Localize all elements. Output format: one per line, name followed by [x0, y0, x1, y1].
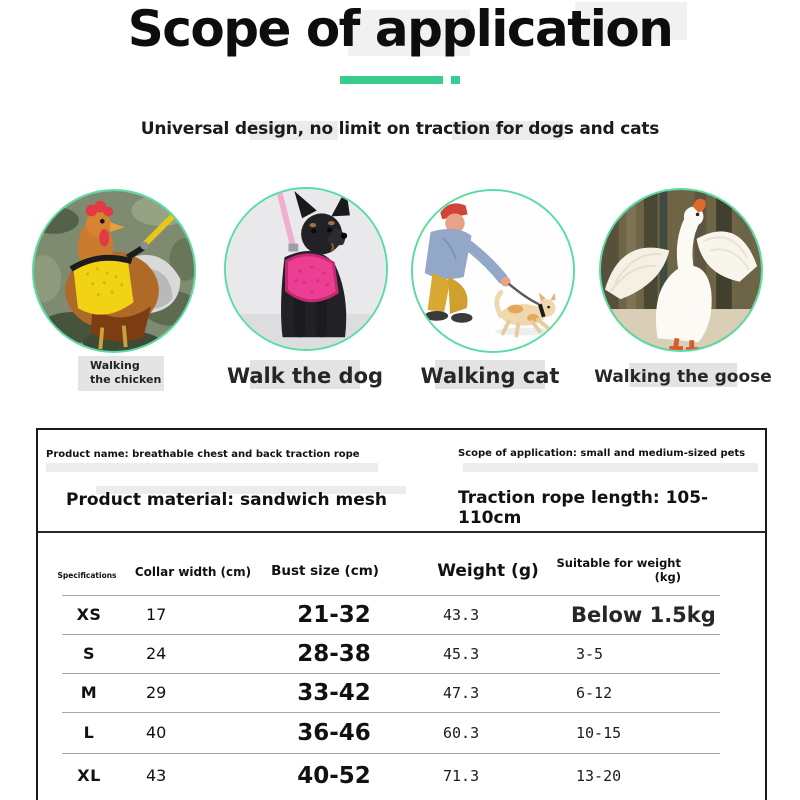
collar-cell: 29 [146, 683, 167, 702]
weight-cell: 60.3 [443, 723, 480, 742]
weight-cell: 47.3 [443, 683, 480, 702]
table-row-l: L 40 36-46 60.3 10-15 [38, 712, 765, 753]
col-header-collar-width: Collar width (cm) [134, 565, 252, 579]
size-cell: L [83, 723, 95, 742]
application-scope-text: Scope of application: small and medium-s… [458, 448, 746, 459]
col-header-weight: Weight (g) [437, 561, 539, 581]
section-divider-line [38, 531, 765, 533]
product-name-text: Product name: breathable chest and back … [46, 449, 360, 460]
table-row-s: S 24 28-38 45.3 3-5 [38, 634, 765, 673]
person-walking-cat-illustration [413, 191, 573, 351]
rope-length-text: Traction rope length: 105-110cm [458, 488, 709, 528]
bust-cell: 33-42 [297, 679, 371, 706]
bust-cell: 28-38 [297, 640, 371, 667]
collar-cell: 24 [146, 644, 167, 663]
size-cell: XS [76, 605, 102, 624]
suitable-weight-cell: 6-12 [576, 683, 613, 702]
info-highlight [96, 486, 406, 494]
col-header-suitable-weight: Suitable for weight (kg) [556, 556, 681, 585]
table-row-xl: XL 43 40-52 71.3 13-20 [38, 753, 765, 798]
gallery-label-cat: Walking cat [390, 364, 590, 388]
suitable-weight-cell: 13-20 [576, 766, 622, 785]
table-row-xs: XS 17 21-32 43.3 Below 1.5kg [38, 595, 765, 634]
title-divider-dot [451, 76, 460, 84]
collar-cell: 43 [146, 766, 167, 785]
row-divider [62, 753, 720, 754]
title-highlight [575, 2, 687, 40]
collar-cell: 40 [146, 723, 167, 742]
weight-cell: 43.3 [443, 605, 480, 624]
goose-spreading-wings-photo [601, 190, 761, 350]
row-divider [62, 634, 720, 635]
info-highlight [46, 463, 378, 472]
size-cell: XL [77, 766, 101, 785]
size-cell: M [80, 683, 98, 702]
size-cell: S [82, 644, 96, 663]
gallery-item-cat [411, 189, 575, 353]
gallery-item-goose [599, 188, 763, 352]
dog-in-pink-harness-photo [226, 189, 386, 349]
page-subtitle: Universal design, no limit on traction f… [140, 119, 660, 139]
bust-cell: 36-46 [297, 719, 371, 746]
row-divider [62, 595, 720, 596]
suitable-weight-cell: 10-15 [576, 723, 622, 742]
chicken-in-yellow-harness-photo [34, 191, 194, 351]
gallery-label-dog: Walk the dog [205, 364, 405, 388]
gallery-item-chicken [32, 189, 196, 353]
weight-cell: 71.3 [443, 766, 480, 785]
table-row-m: M 29 33-42 47.3 6-12 [38, 673, 765, 712]
col-header-specifications: Specifications [57, 571, 117, 580]
row-divider [62, 673, 720, 674]
suitable-weight-cell: Below 1.5kg [571, 602, 716, 627]
bust-cell: 40-52 [297, 762, 371, 789]
gallery-label-goose: Walking the goose [585, 367, 781, 387]
product-spec-table: Product name: breathable chest and back … [36, 428, 767, 800]
title-highlight [348, 10, 470, 56]
col-header-bust-size: Bust size (cm) [271, 563, 379, 579]
title-divider-bar [340, 76, 443, 84]
suitable-weight-cell: 3-5 [576, 644, 604, 663]
product-material-text: Product material: sandwich mesh [66, 490, 387, 510]
subtitle-highlight [452, 121, 564, 140]
gallery-item-dog [224, 187, 388, 351]
info-highlight [463, 463, 758, 472]
row-divider [62, 712, 720, 713]
subtitle-highlight [250, 121, 338, 140]
collar-cell: 17 [146, 605, 167, 624]
gallery-label-chicken: Walking the chicken [78, 356, 164, 391]
page-title: Scope of application [127, 0, 674, 58]
bust-cell: 21-32 [297, 601, 371, 628]
weight-cell: 45.3 [443, 644, 480, 663]
